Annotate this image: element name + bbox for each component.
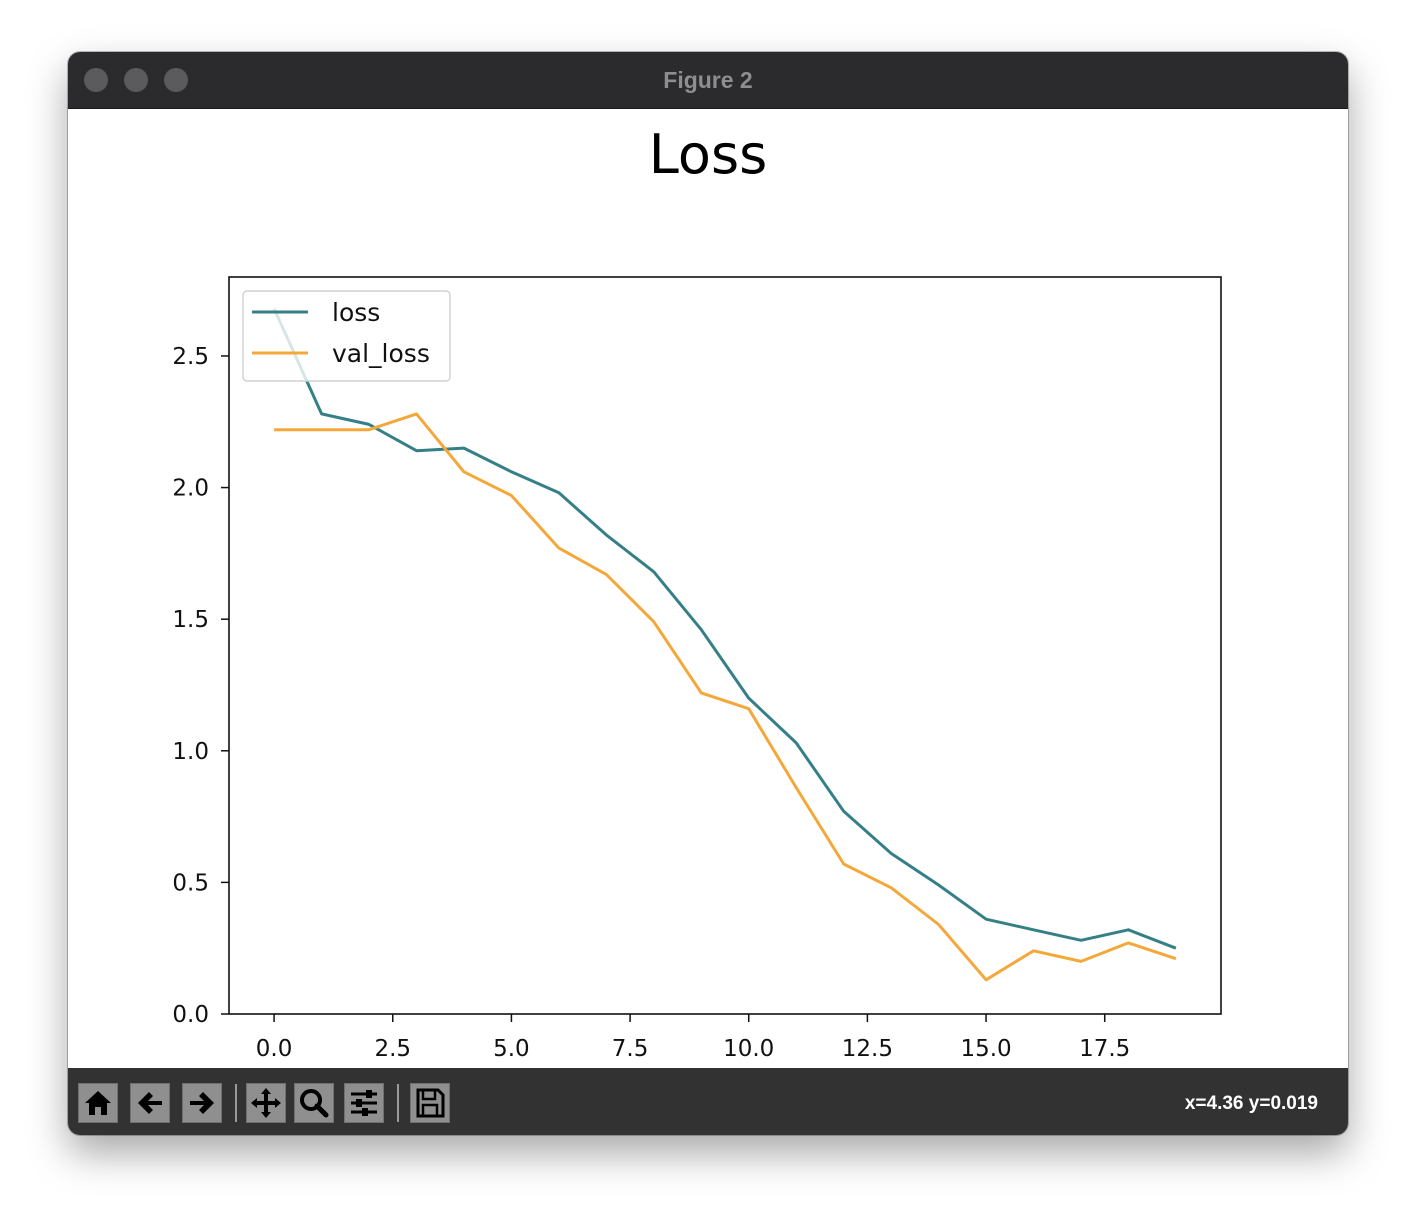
configure-subplots-button[interactable] xyxy=(344,1083,384,1123)
legend: loss val_loss xyxy=(242,290,451,382)
x-tick-label: 2.5 xyxy=(374,1036,411,1062)
x-tick-label: 12.5 xyxy=(842,1036,893,1062)
plot-area-frame xyxy=(228,276,1222,1015)
back-arrow-icon xyxy=(138,1092,162,1114)
x-tick-label: 7.5 xyxy=(612,1036,649,1062)
home-icon xyxy=(85,1091,111,1115)
maximize-window-button[interactable] xyxy=(164,68,188,92)
zoom-icon xyxy=(300,1089,329,1118)
series-line-loss xyxy=(272,307,1177,950)
y-tick-label: 1.0 xyxy=(172,739,209,765)
x-tick-label: 15.0 xyxy=(960,1036,1011,1062)
save-button[interactable] xyxy=(410,1083,450,1123)
pan-icon xyxy=(251,1088,281,1118)
title-bar[interactable]: Figure 2 xyxy=(68,52,1348,109)
x-tick-label: 5.0 xyxy=(493,1036,530,1062)
y-tick-label: 2.5 xyxy=(172,344,209,370)
close-window-button[interactable] xyxy=(84,68,108,92)
figure-canvas[interactable]: Loss 0.0 2.5 5.0 7.5 10.0 12.5 15.0 17.5 0.0 0.5 1… xyxy=(68,109,1348,1068)
figure-window: Figure 2 Loss 0.0 2.5 5.0 7.5 10.0 12.5 15.0 17… xyxy=(68,52,1348,1135)
home-button[interactable] xyxy=(78,1083,118,1123)
forward-button[interactable] xyxy=(182,1083,222,1123)
minimize-window-button[interactable] xyxy=(124,68,148,92)
chart-title: Loss xyxy=(649,123,767,186)
zoom-button[interactable] xyxy=(294,1083,334,1123)
navigation-toolbar: x=4.36 y=0.019 xyxy=(68,1068,1348,1135)
window-title: Figure 2 xyxy=(663,67,753,93)
x-tick-label: 17.5 xyxy=(1079,1036,1130,1062)
pan-button[interactable] xyxy=(246,1083,286,1123)
toolbar-separator xyxy=(235,1084,237,1122)
back-button[interactable] xyxy=(130,1083,170,1123)
configure-subplots-icon xyxy=(351,1090,377,1116)
save-icon xyxy=(416,1088,445,1118)
cursor-coordinates: x=4.36 y=0.019 xyxy=(1184,1093,1318,1114)
y-tick-label: 2.0 xyxy=(172,476,209,502)
toolbar-separator xyxy=(397,1084,399,1122)
legend-label-loss: loss xyxy=(332,298,380,327)
forward-arrow-icon xyxy=(190,1092,214,1114)
x-tick-label: 0.0 xyxy=(256,1036,293,1062)
x-tick-label: 10.0 xyxy=(723,1036,774,1062)
legend-label-val-loss: val_loss xyxy=(332,339,430,368)
loss-chart: Loss 0.0 2.5 5.0 7.5 10.0 12.5 15.0 17.5 0.0 0.5 1… xyxy=(172,123,1222,1062)
y-tick-label: 0.5 xyxy=(172,870,209,896)
y-tick-label: 1.5 xyxy=(172,607,209,633)
series-line-val-loss xyxy=(274,412,1177,982)
y-tick-label: 0.0 xyxy=(172,1002,209,1028)
